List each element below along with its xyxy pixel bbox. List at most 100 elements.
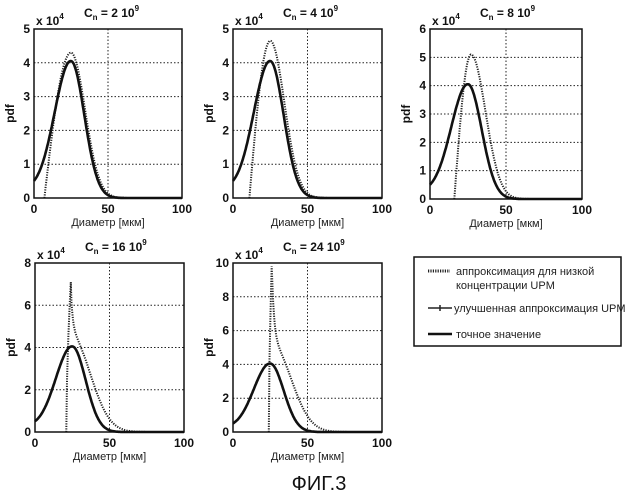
plot-frame (232, 262, 383, 433)
title-superscript: 9 (142, 238, 147, 247)
legend-label-improved: улучшенная аппроксимация UPM (454, 303, 626, 315)
subplot-title: Cn = 24 109 (283, 238, 345, 256)
subplot-title: Cn = 8 109 (480, 4, 536, 22)
title-symbol: C (480, 6, 489, 20)
subplot-title: Cn = 16 109 (85, 238, 147, 256)
y-tick-label: 6 (419, 22, 426, 36)
y-axis-label: pdf (399, 104, 413, 124)
y-tick-label: 0 (24, 425, 31, 439)
y-multiplier-base: x 10 (432, 14, 456, 28)
y-tick-label: 6 (222, 324, 229, 338)
y-axis-label: pdf (202, 103, 216, 123)
title-equation: = 24 10 (297, 240, 341, 254)
x-tick-label: 100 (372, 436, 392, 450)
title-equation: = 2 10 (98, 6, 135, 20)
title-superscript: 9 (334, 4, 339, 13)
x-tick-label: 50 (101, 202, 115, 216)
y-tick-label: 6 (24, 298, 31, 312)
x-axis-label: Диаметр [мкм] (73, 451, 146, 463)
x-tick-label: 100 (174, 436, 194, 450)
subplot-title: Cn = 2 109 (84, 4, 140, 22)
y-axis-label: pdf (3, 103, 17, 123)
x-tick-label: 50 (301, 202, 315, 216)
plot-frame (33, 28, 183, 199)
y-tick-label: 0 (419, 192, 426, 206)
y-tick-label: 4 (222, 357, 229, 371)
y-multiplier-base: x 10 (37, 248, 61, 262)
y-tick-label: 2 (222, 123, 229, 137)
title-superscript: 9 (340, 238, 345, 247)
legend-label-lowconc-line1: аппроксимация для низкой (456, 266, 594, 278)
y-tick-label: 5 (419, 50, 426, 64)
plot-frame (232, 28, 383, 199)
x-tick-label: 0 (427, 203, 434, 217)
title-equation: = 8 10 (494, 6, 531, 20)
title-symbol: C (85, 240, 94, 254)
x-tick-label: 50 (301, 436, 315, 450)
x-tick-label: 0 (31, 202, 38, 216)
y-multiplier: x 104 (432, 12, 460, 28)
x-tick-label: 50 (499, 203, 513, 217)
y-tick-label: 8 (24, 256, 31, 270)
y-tick-label: 1 (222, 157, 229, 171)
y-multiplier-exponent: 4 (59, 12, 64, 21)
y-multiplier-base: x 10 (235, 14, 259, 28)
plot-frame (34, 262, 185, 433)
x-tick-label: 100 (572, 203, 592, 217)
y-tick-label: 3 (222, 90, 229, 104)
x-axis-label: Диаметр [мкм] (271, 451, 344, 463)
x-axis-label: Диаметр [мкм] (271, 217, 344, 229)
x-tick-label: 0 (230, 436, 237, 450)
title-superscript: 9 (135, 4, 140, 13)
y-multiplier-exponent: 4 (258, 246, 263, 255)
y-tick-label: 2 (222, 391, 229, 405)
x-axis-label: Диаметр [мкм] (469, 218, 542, 230)
x-tick-label: 0 (230, 202, 237, 216)
y-multiplier-exponent: 4 (258, 12, 263, 21)
title-equation: = 4 10 (297, 6, 334, 20)
title-superscript: 9 (531, 4, 536, 13)
x-tick-label: 0 (32, 436, 39, 450)
y-tick-label: 2 (24, 383, 31, 397)
title-symbol: C (283, 6, 292, 20)
y-axis-label: pdf (202, 337, 216, 357)
title-subscript: n (489, 13, 494, 22)
y-tick-label: 0 (222, 425, 229, 439)
y-tick-label: 0 (23, 191, 30, 205)
figure-caption: ФИГ.3 (292, 473, 347, 495)
series-lowconc-line (248, 39, 382, 199)
y-tick-label: 4 (419, 79, 426, 93)
x-tick-label: 100 (372, 202, 392, 216)
y-multiplier: x 104 (37, 246, 65, 262)
y-tick-label: 4 (24, 341, 31, 355)
legend: аппроксимация для низкой концентрации UP… (413, 256, 626, 347)
y-multiplier-base: x 10 (36, 14, 60, 28)
legend-label-exact: точное значение (456, 329, 541, 341)
series-lowconc-line (65, 281, 184, 433)
series-lowconc-line (43, 51, 182, 199)
y-tick-label: 4 (222, 56, 229, 70)
series-lowconc-line (453, 53, 582, 200)
y-tick-label: 4 (23, 56, 30, 70)
y-multiplier: x 104 (235, 12, 263, 28)
title-equation: = 16 10 (99, 240, 143, 254)
y-tick-label: 1 (23, 157, 30, 171)
y-tick-label: 0 (222, 191, 229, 205)
y-tick-label: 2 (419, 135, 426, 149)
x-tick-label: 100 (172, 202, 192, 216)
y-multiplier-exponent: 4 (455, 12, 460, 21)
y-multiplier: x 104 (36, 12, 64, 28)
x-tick-label: 50 (103, 436, 117, 450)
y-tick-label: 3 (23, 90, 30, 104)
y-tick-label: 3 (419, 107, 426, 121)
legend-box (413, 256, 622, 347)
y-axis-label: pdf (4, 337, 18, 357)
y-multiplier-exponent: 4 (60, 246, 65, 255)
title-subscript: n (292, 247, 297, 256)
title-symbol: C (283, 240, 292, 254)
